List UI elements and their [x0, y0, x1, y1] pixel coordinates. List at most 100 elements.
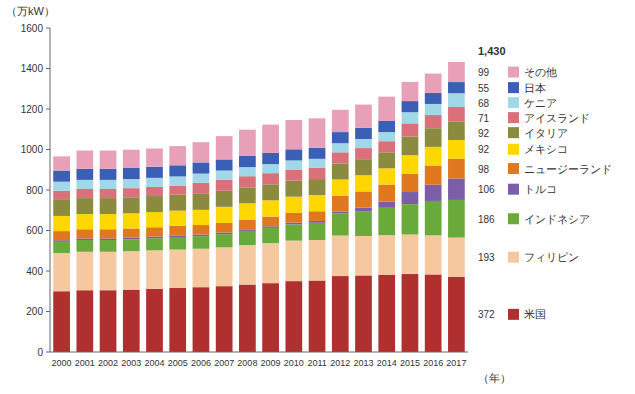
- bar-segment: [169, 226, 186, 236]
- bar-segment: [425, 165, 442, 184]
- legend-label: メキシコ: [524, 143, 568, 155]
- bar-segment: [76, 229, 93, 238]
- bar-segment: [123, 188, 140, 197]
- bar-segment: [309, 223, 326, 240]
- bar-segment: [425, 235, 442, 274]
- bar-segment: [169, 288, 186, 352]
- bar-segment: [355, 159, 372, 175]
- value-annotation: 55: [478, 83, 490, 94]
- x-tick-label: 2008: [237, 358, 257, 368]
- legend-swatch: [508, 213, 519, 224]
- bar-segment: [448, 107, 465, 121]
- bar-segment: [355, 175, 372, 191]
- x-tick-label: 2017: [446, 358, 466, 368]
- bar-segment: [378, 208, 395, 235]
- bar-segment: [378, 235, 395, 274]
- bar-segment: [402, 82, 419, 101]
- bar-segment: [169, 186, 186, 195]
- legend-label: ケニア: [524, 97, 557, 109]
- bar-segment: [76, 252, 93, 290]
- legend: その他日本ケニアアイスランドイタリアメキシコニュージーランドトルコインドネシアフ…: [508, 66, 612, 320]
- bar-segment: [262, 153, 279, 164]
- bar-segment: [262, 184, 279, 200]
- bar-segment: [76, 238, 93, 240]
- bar-segment: [262, 173, 279, 184]
- bar-segment: [332, 132, 349, 143]
- legend-swatch: [508, 82, 519, 93]
- bar-segment: [355, 208, 372, 212]
- axes: 0200400600800100012001400160020002001200…: [21, 23, 468, 369]
- bar-segment: [355, 148, 372, 159]
- total-annotation: 1,430: [478, 45, 506, 57]
- x-tick-label: 2004: [144, 358, 164, 368]
- bar-segment: [169, 195, 186, 211]
- bar-segment: [216, 136, 233, 159]
- x-tick-label: 2006: [191, 358, 211, 368]
- bar-segment: [123, 213, 140, 228]
- legend-swatch: [508, 184, 519, 195]
- bar-segment: [285, 149, 302, 160]
- bar-segment: [169, 250, 186, 288]
- bar-segment: [53, 231, 70, 240]
- x-tick-label: 2015: [400, 358, 420, 368]
- value-annotation: 193: [478, 252, 495, 263]
- bar-segment: [262, 200, 279, 216]
- bar-segment: [448, 140, 465, 159]
- bar-segment: [309, 240, 326, 281]
- bar-segment: [309, 159, 326, 168]
- value-annotation: 106: [478, 184, 495, 195]
- bar-segment: [355, 128, 372, 139]
- bars: [53, 62, 464, 352]
- legend-label: インドネシア: [524, 213, 590, 225]
- bar-segment: [425, 128, 442, 147]
- y-tick: [46, 352, 50, 353]
- bar-segment: [216, 223, 233, 233]
- bar-segment: [76, 180, 93, 189]
- bar-segment: [53, 191, 70, 200]
- bar-segment: [76, 214, 93, 229]
- bar-segment: [76, 290, 93, 352]
- bar-segment: [123, 150, 140, 168]
- bar-segment: [309, 179, 326, 195]
- y-tick-label: 1400: [21, 63, 44, 74]
- bar-segment: [378, 152, 395, 168]
- bar-segment: [448, 82, 465, 93]
- x-tick-label: 2000: [52, 358, 72, 368]
- bar-segment: [146, 238, 163, 250]
- bar-segment: [425, 147, 442, 166]
- bar-segment: [402, 155, 419, 174]
- bar-segment: [239, 231, 256, 245]
- bar-segment: [285, 241, 302, 282]
- bar-segment: [285, 160, 302, 169]
- bar-segment: [402, 235, 419, 274]
- bar-segment: [53, 242, 70, 253]
- bar-segment: [239, 176, 256, 187]
- bar-segment: [332, 163, 349, 179]
- bar-segment: [309, 281, 326, 352]
- bar-segment: [285, 281, 302, 352]
- bar-segment: [332, 110, 349, 132]
- bar-segment: [123, 238, 140, 240]
- x-tick-label: 2012: [330, 358, 350, 368]
- bar-segment: [216, 171, 233, 180]
- bar-segment: [100, 238, 117, 240]
- legend-label: 米国: [524, 308, 546, 320]
- bar-segment: [76, 240, 93, 252]
- value-annotation: 98: [478, 164, 490, 175]
- bar-segment: [193, 174, 210, 183]
- legend-swatch: [508, 67, 519, 78]
- legend-label: その他: [524, 66, 557, 78]
- legend-label: 日本: [524, 82, 546, 94]
- y-tick: [46, 68, 50, 69]
- bar-segment: [193, 287, 210, 352]
- y-tick-label: 600: [26, 225, 43, 236]
- bar-segment: [193, 142, 210, 162]
- bar-segment: [262, 243, 279, 283]
- bar-segment: [146, 148, 163, 166]
- bar-segment: [193, 236, 210, 249]
- bar-segment: [216, 207, 233, 223]
- x-tick-label: 2014: [377, 358, 397, 368]
- y-tick: [46, 149, 50, 150]
- bar-segment: [285, 181, 302, 197]
- bar-segment: [285, 170, 302, 181]
